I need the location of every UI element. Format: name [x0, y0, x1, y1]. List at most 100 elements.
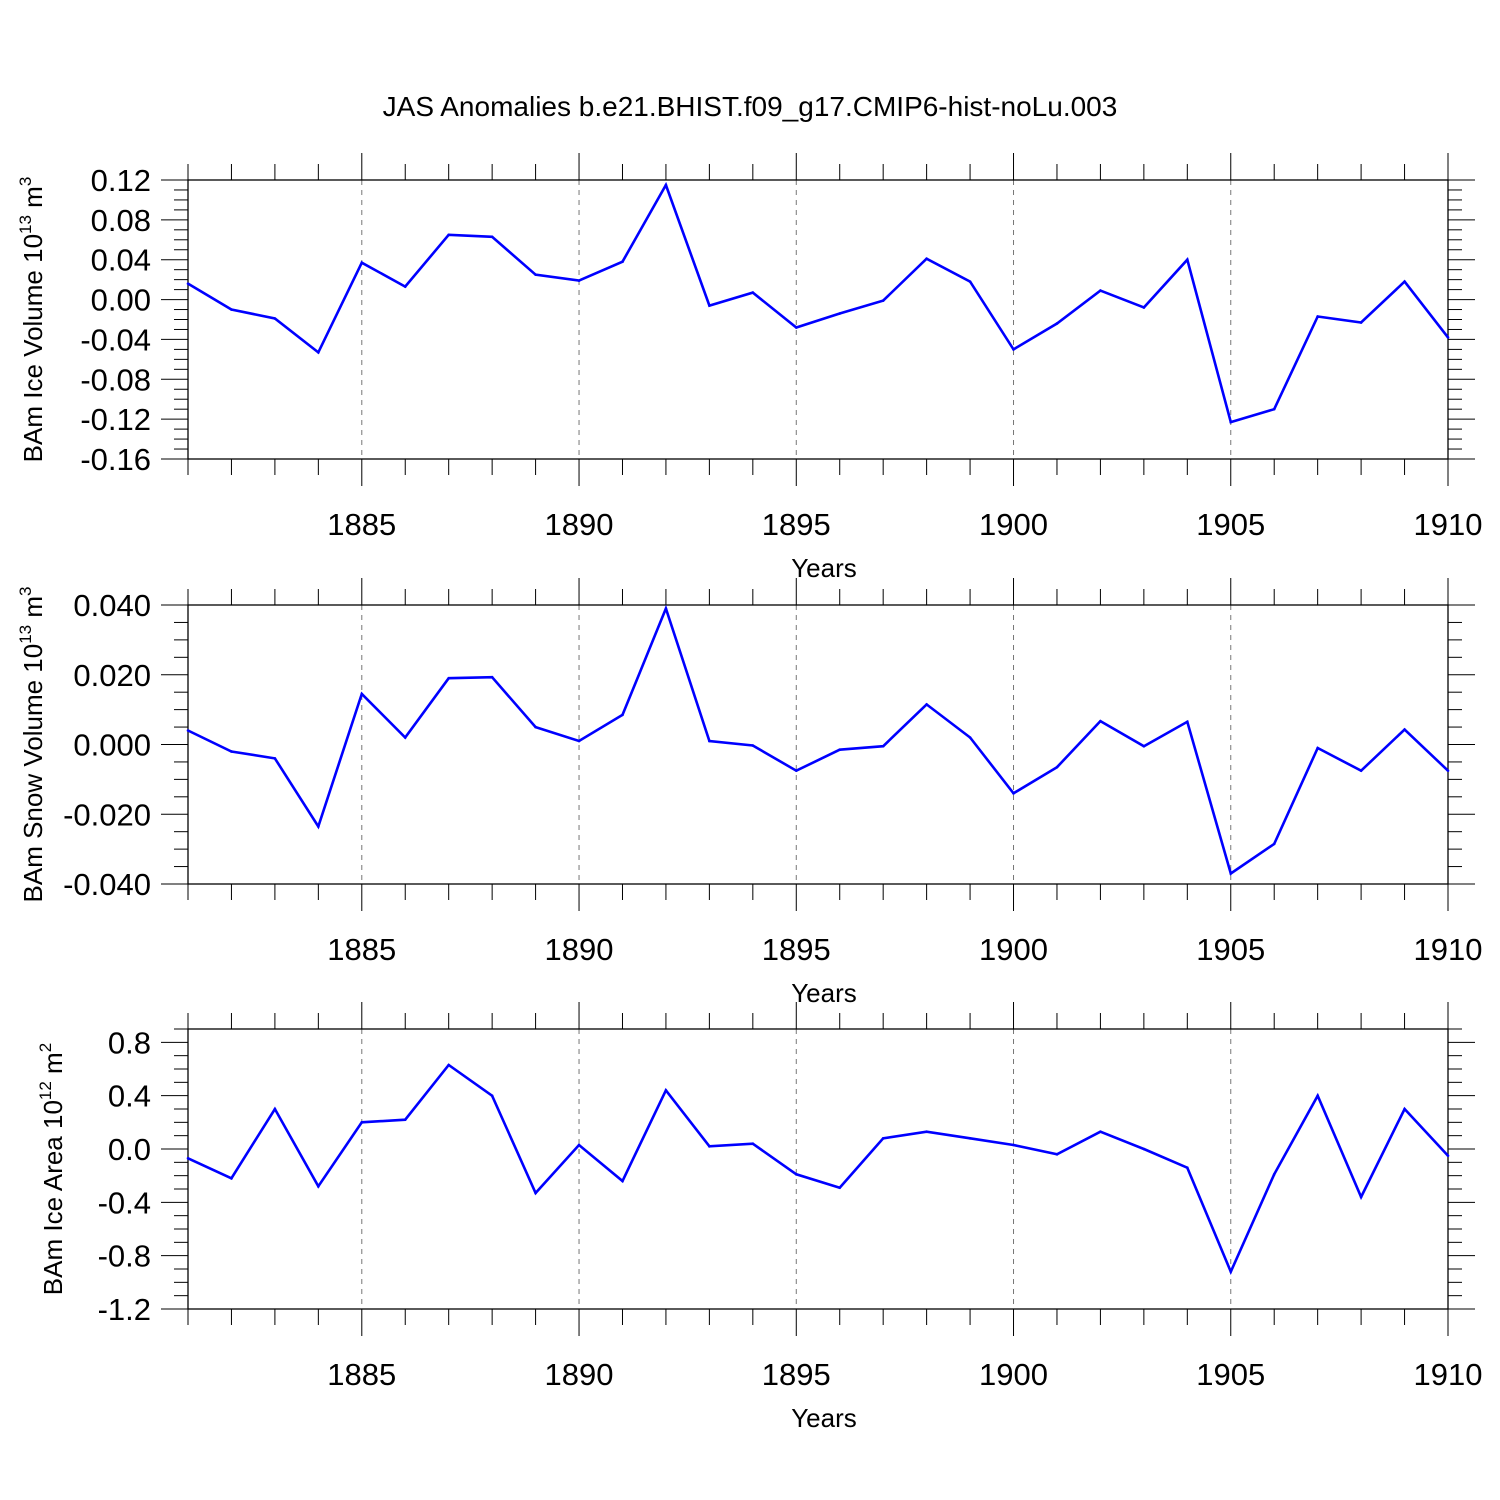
panel-2: 0.040 0.020 0.000 -0.020 -0.040 1885 1890 1895 1… [16, 578, 1482, 1008]
series-line [187, 604, 1449, 876]
x-tick-label: 1900 [979, 1357, 1048, 1392]
data-point [1403, 728, 1406, 731]
data-point [1055, 322, 1059, 325]
y-tick-label: -0.4 [98, 1185, 151, 1220]
y-tick-label: -0.040 [63, 867, 151, 902]
panel-3: 0.8 0.4 0.0 -0.4 -0.8 -1.2 1885 1890 1895 1900 190… [36, 1002, 1482, 1433]
data-point [360, 261, 364, 265]
data-point [1446, 336, 1450, 339]
x-tick-label: 1905 [1196, 507, 1265, 542]
x-tick-label: 1890 [545, 1357, 614, 1392]
chart-title: JAS Anomalies b.e21.BHIST.f09_g17.CMIP6-… [383, 91, 1118, 122]
data-point [1186, 258, 1189, 262]
data-point [186, 1157, 190, 1160]
x-tick-label: 1895 [762, 1357, 831, 1392]
data-point [1359, 1195, 1363, 1199]
x-tick-label: 1890 [545, 507, 614, 542]
data-point [1229, 420, 1233, 424]
series-line [187, 1063, 1449, 1275]
data-point [1229, 872, 1233, 875]
data-point [490, 1094, 494, 1097]
data-point [1099, 289, 1102, 292]
data-point [186, 282, 190, 285]
plot-frame [187, 604, 1449, 885]
data-point [230, 750, 233, 753]
y-tick-label: 0.020 [73, 658, 151, 693]
data-point [317, 825, 320, 828]
y-tick-label: -0.16 [80, 442, 151, 477]
data-point [534, 273, 537, 276]
plot-frame [187, 1028, 1449, 1310]
data-point [1316, 746, 1319, 750]
x-tick-label: 1900 [979, 507, 1048, 542]
y-tick-label: -1.2 [98, 1292, 151, 1327]
x-tick-label: 1890 [545, 932, 614, 967]
data-point [794, 326, 798, 329]
y-tick-label: 0.8 [108, 1025, 151, 1060]
data-point [534, 1191, 537, 1195]
data-point [273, 317, 277, 320]
y-tick-label: 0.08 [91, 203, 151, 238]
data-point [230, 1177, 233, 1180]
data-point [751, 1142, 755, 1145]
y-tick-label: 0.00 [91, 283, 151, 318]
data-point [881, 1137, 885, 1140]
data-point [360, 1121, 364, 1124]
chart-panels: 0.12 0.08 0.04 0.00 -0.04 -0.08 -0.12 -0.16 1885… [16, 153, 1482, 1433]
data-point [403, 1118, 407, 1121]
x-tick-label: 1885 [327, 932, 396, 967]
data-point [881, 299, 885, 302]
data-point [447, 233, 450, 237]
data-point [447, 676, 450, 680]
data-point [534, 725, 537, 729]
data-point [360, 692, 364, 696]
data-point [968, 736, 972, 739]
data-point [838, 312, 842, 315]
data-point [751, 291, 755, 294]
x-tick-label: 1895 [762, 507, 831, 542]
data-point [273, 757, 277, 760]
x-tick-label: 1910 [1414, 1357, 1483, 1392]
x-tick-label: 1910 [1414, 932, 1483, 967]
data-point [577, 279, 581, 282]
y-tick-label: 0.000 [73, 728, 151, 763]
data-point [1403, 1107, 1406, 1111]
data-point [1359, 321, 1363, 324]
data-point [751, 744, 755, 747]
x-tick-label: 1895 [762, 932, 831, 967]
data-point [881, 744, 885, 748]
data-point [838, 1186, 842, 1189]
data-point [1229, 1270, 1233, 1273]
y-tick-label: 0.040 [73, 588, 151, 623]
x-axis-label: Years [791, 978, 857, 1008]
x-tick-label: 1885 [327, 1357, 396, 1392]
data-point [577, 739, 581, 743]
x-axis-label: Years [791, 553, 857, 583]
data-point [1316, 315, 1319, 318]
y-tick-label: 0.12 [91, 163, 151, 198]
data-point [664, 183, 668, 187]
y-tick-label: 0.04 [91, 243, 151, 278]
data-point [403, 736, 407, 739]
data-point [1446, 1154, 1450, 1157]
data-point [968, 280, 972, 283]
data-point [708, 739, 711, 743]
data-point [447, 1063, 450, 1067]
data-point [1272, 407, 1276, 411]
data-point [403, 285, 407, 288]
data-point [621, 1179, 624, 1183]
data-point [664, 607, 668, 610]
data-point [925, 257, 928, 261]
x-tick-label: 1910 [1414, 507, 1483, 542]
y-tick-label: 0.4 [108, 1079, 151, 1114]
data-point [664, 1089, 668, 1092]
data-point [1055, 1153, 1059, 1156]
data-point [968, 1137, 972, 1140]
data-point [1142, 744, 1146, 748]
data-point [621, 713, 624, 717]
data-point [1012, 348, 1015, 351]
y-tick-label: -0.020 [63, 797, 151, 832]
x-tick-label: 1900 [979, 932, 1048, 967]
x-tick-label: 1905 [1196, 1357, 1265, 1392]
